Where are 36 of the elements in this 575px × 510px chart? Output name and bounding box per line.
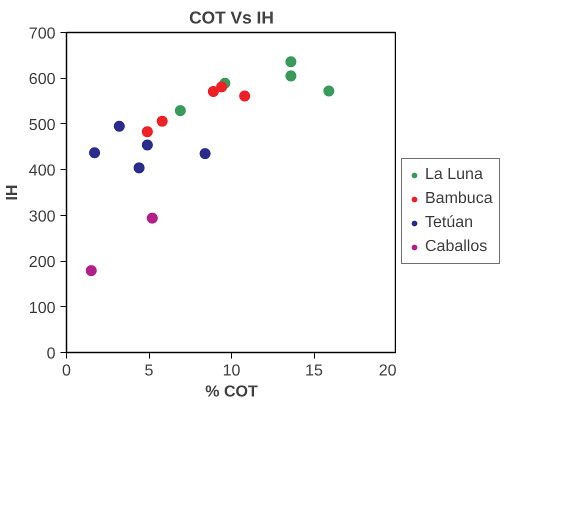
point	[323, 86, 334, 97]
point	[208, 86, 219, 97]
x-tick-label: 20	[378, 362, 397, 380]
point	[134, 162, 145, 174]
point	[156, 116, 168, 127]
y-tick-label: 300	[28, 208, 56, 226]
y-tick-label: 100	[28, 300, 56, 317]
legend-label: La Luna	[425, 166, 483, 184]
legend-label: Bambuca	[425, 190, 493, 208]
x-tick-label: 5	[144, 362, 154, 380]
point	[285, 70, 296, 82]
point	[142, 126, 153, 138]
x-tick-label: 10	[222, 362, 240, 380]
x-tick-label: 0	[62, 362, 72, 380]
point	[86, 265, 97, 276]
legend-label: Tetúan	[425, 214, 474, 232]
x-tick-label: 15	[305, 362, 323, 380]
point	[174, 105, 186, 116]
y-axis-title: IH	[4, 184, 21, 200]
x-axis-title: % COT	[205, 384, 258, 400]
y-tick-label: 400	[28, 162, 56, 180]
chart-title: COT Vs IH	[189, 8, 274, 28]
point	[200, 148, 211, 160]
y-tick-label: 700	[28, 26, 56, 42]
y-tick-label: 600	[28, 71, 56, 88]
y-tick-label: 500	[28, 116, 56, 134]
point	[216, 81, 228, 92]
point	[146, 212, 158, 224]
point	[239, 90, 250, 102]
point	[114, 120, 125, 132]
legend-label: Caballos	[425, 238, 488, 256]
point	[142, 139, 153, 150]
y-tick-label: 0	[46, 346, 56, 362]
point	[89, 147, 100, 158]
y-tick-label: 200	[28, 254, 56, 272]
point	[285, 56, 296, 68]
